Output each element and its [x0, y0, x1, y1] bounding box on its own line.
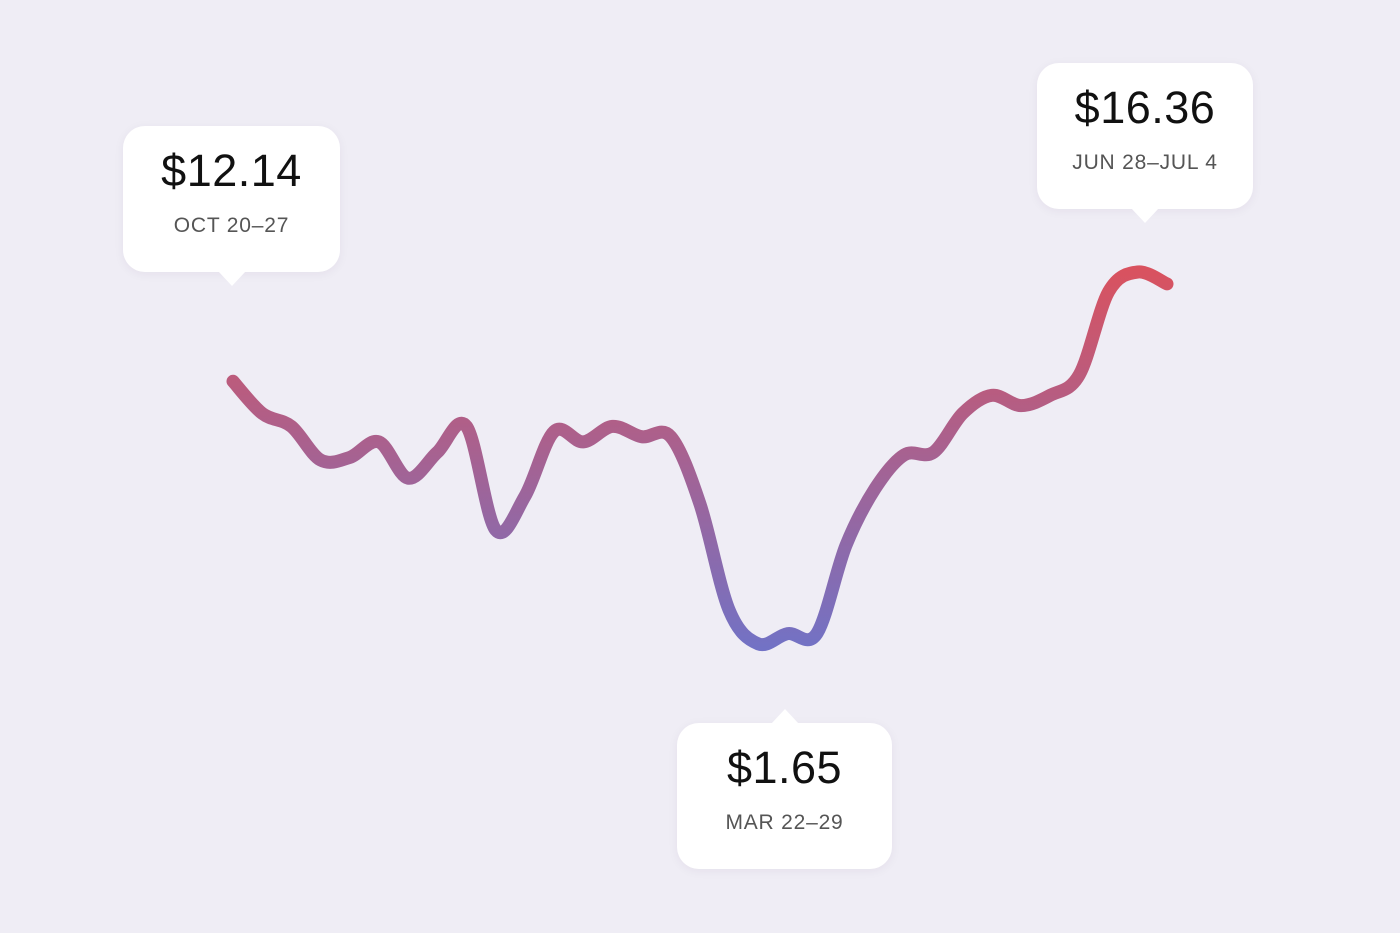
price-line: [226, 265, 1174, 652]
callout-date: OCT 20–27: [173, 214, 290, 237]
price-callout-jun: $16.36 JUN 28–JUL 4: [1037, 63, 1253, 223]
callout-date: MAR 22–29: [725, 811, 844, 834]
callout-pointer: [217, 271, 246, 286]
callout-pointer: [1131, 208, 1159, 223]
callout-date: JUN 28–JUL 4: [1072, 151, 1218, 174]
callout-price: $16.36: [1074, 82, 1216, 133]
callout-price: $12.14: [161, 145, 302, 196]
price-callout-oct: $12.14 OCT 20–27: [123, 126, 340, 286]
callout-pointer: [770, 709, 799, 724]
callout-price: $1.65: [726, 742, 843, 793]
price-callout-mar: $1.65 MAR 22–29: [677, 709, 892, 869]
